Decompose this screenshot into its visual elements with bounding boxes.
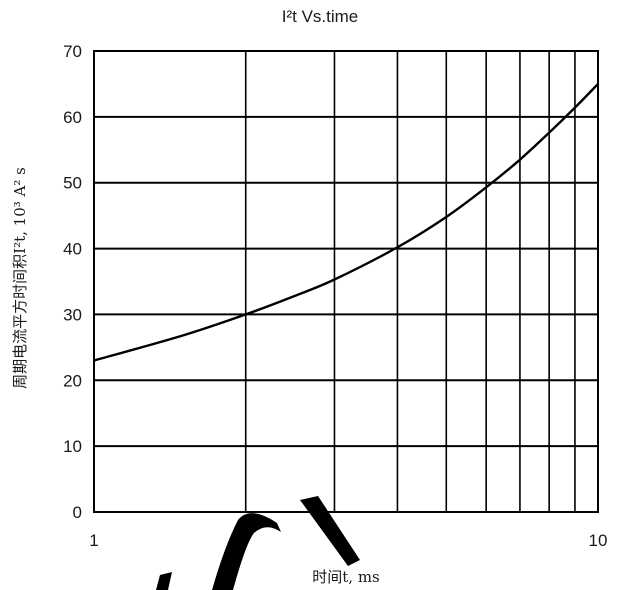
y-tick-label: 0 [73, 503, 82, 522]
tick-labels: 0 10 20 30 40 50 60 70 1 10 [63, 42, 607, 550]
watermark-slash [300, 496, 360, 566]
x-tick-label: 10 [589, 531, 608, 550]
grid [93, 50, 599, 513]
watermark [156, 496, 360, 590]
chart-title: I²t Vs.time [282, 7, 359, 26]
y-tick-label: 30 [63, 305, 82, 324]
y-tick-label: 40 [63, 240, 82, 259]
watermark-stroke [156, 572, 172, 590]
plot-frame [93, 50, 599, 513]
y-tick-label: 10 [63, 437, 82, 456]
x-tick-label: 1 [89, 531, 98, 550]
y-tick-label: 50 [63, 174, 82, 193]
y-axis-label: 周期电流平方时间积I²t, 10³ A² s [11, 167, 29, 389]
series-layer [93, 83, 599, 362]
x-axis-label: 时间t, ms [312, 568, 380, 586]
series-line [93, 83, 599, 362]
y-tick-label: 20 [63, 371, 82, 390]
y-tick-label: 60 [63, 108, 82, 127]
watermark-arc [212, 513, 281, 590]
y-tick-label: 70 [63, 42, 82, 61]
